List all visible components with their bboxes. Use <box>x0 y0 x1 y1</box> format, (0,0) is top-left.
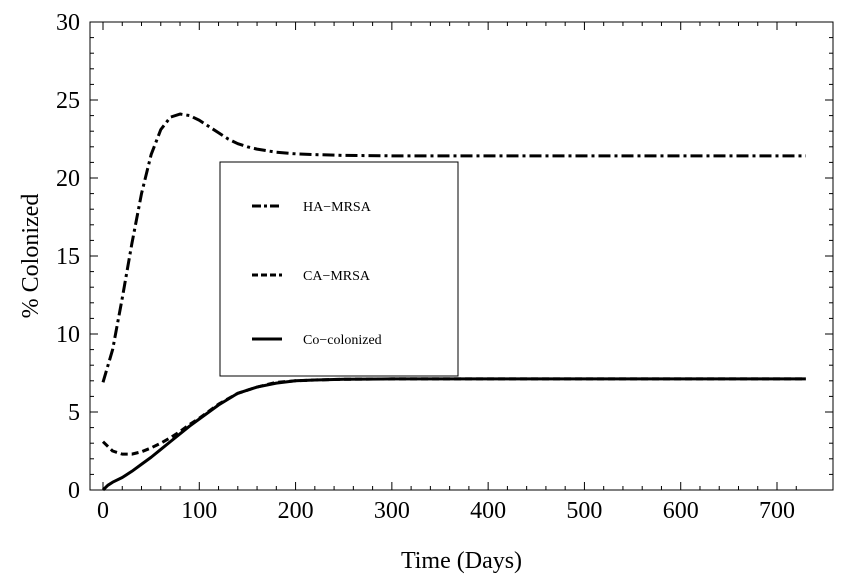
axis-ticks <box>90 21 833 491</box>
series-line-1 <box>101 377 806 456</box>
series-line-2 <box>101 377 806 492</box>
y-tick-label: 20 <box>56 166 80 192</box>
y-tick-label: 25 <box>56 88 80 114</box>
series-lines <box>101 112 806 492</box>
legend-label-1: CA−MRSA <box>303 269 371 284</box>
legend-label-2: Co−colonized <box>303 333 382 348</box>
y-tick-label: 15 <box>56 244 80 270</box>
tick-labels: 0 100 200 300 400 500 600 700 0 5 10 15 20 25 30 <box>56 10 795 524</box>
x-tick-label: 300 <box>374 498 410 524</box>
x-tick-label: 500 <box>566 498 602 524</box>
y-tick-label: 0 <box>68 478 80 504</box>
x-tick-label: 100 <box>181 498 217 524</box>
legend-label-0: HA−MRSA <box>303 200 372 215</box>
x-axis-title: Time (Days) <box>401 548 522 574</box>
y-tick-label: 30 <box>56 10 80 36</box>
legend: HA−MRSA CA−MRSA Co−colonized <box>219 161 459 377</box>
x-tick-label: 400 <box>470 498 506 524</box>
x-tick-label: 0 <box>97 498 109 524</box>
x-tick-label: 600 <box>663 498 699 524</box>
y-tick-label: 10 <box>56 322 80 348</box>
y-axis-title: % Colonized <box>18 194 44 319</box>
plot-frame <box>89 21 834 491</box>
x-tick-label: 200 <box>278 498 314 524</box>
x-tick-label: 700 <box>759 498 795 524</box>
y-tick-label: 5 <box>68 400 80 426</box>
series-line-0 <box>101 112 806 383</box>
